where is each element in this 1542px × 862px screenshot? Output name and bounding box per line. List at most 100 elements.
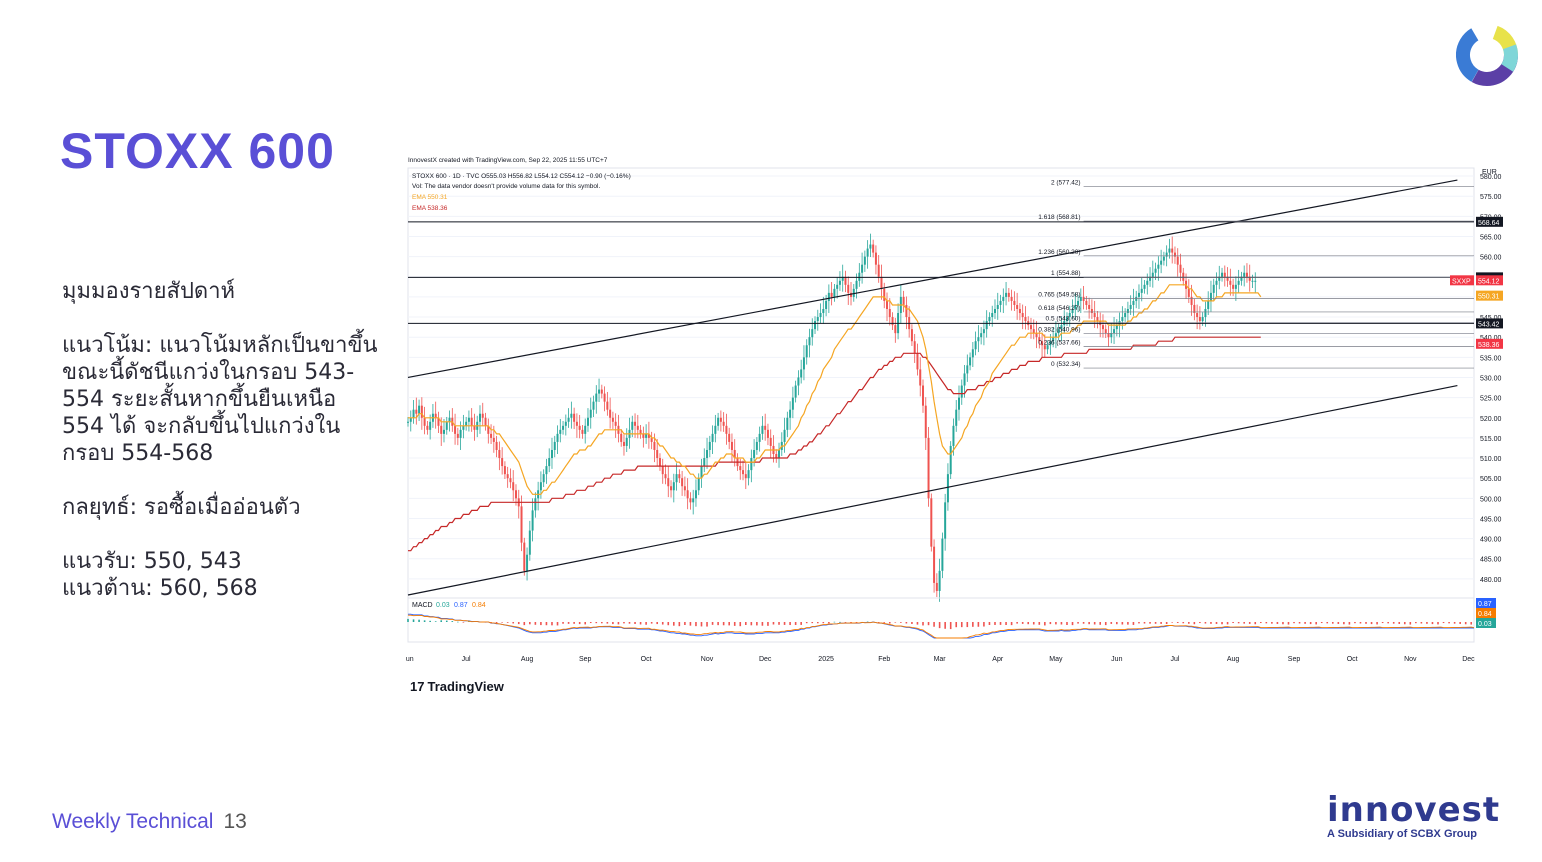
- macd-histogram-bar: [1099, 622, 1102, 625]
- macd-histogram-bar: [1243, 622, 1245, 624]
- candle-body: [639, 429, 642, 434]
- candle-body: [1187, 288, 1190, 297]
- candle-body: [1151, 272, 1154, 277]
- macd-histogram-bar: [844, 622, 847, 623]
- macd-histogram-bar: [1287, 622, 1290, 625]
- macd-histogram-bar: [1232, 622, 1234, 624]
- candle-body: [1124, 313, 1127, 318]
- candle-body: [683, 486, 686, 491]
- macd-histogram-bar: [661, 622, 664, 625]
- macd-histogram-bar: [789, 622, 791, 626]
- candle-body: [1029, 325, 1032, 330]
- candle-body: [1021, 313, 1024, 318]
- candle-body: [429, 421, 432, 430]
- macd-histogram-bar: [728, 622, 730, 626]
- macd-histogram-bar: [1021, 622, 1024, 624]
- candle-body: [739, 466, 742, 471]
- candle-body: [883, 288, 886, 301]
- macd-histogram-bar: [578, 622, 581, 625]
- candle-body: [1041, 341, 1044, 346]
- candle-body: [852, 288, 855, 297]
- macd-histogram-bar: [1331, 622, 1334, 624]
- candle-body: [1149, 276, 1152, 281]
- macd-histogram-bar: [1110, 622, 1113, 624]
- candle-body: [872, 244, 875, 253]
- macd-histogram-bar: [623, 622, 625, 624]
- y-tick-label: 580.00: [1480, 174, 1502, 181]
- macd-histogram-bar: [1044, 622, 1046, 626]
- candle-body: [528, 530, 531, 555]
- candle-body: [913, 341, 916, 354]
- candle-body: [697, 478, 700, 491]
- macd-histogram-bar: [540, 622, 542, 626]
- resistance-text: แนวต้าน: 560, 568: [62, 576, 258, 601]
- macd-histogram-bar: [922, 622, 924, 626]
- fib-level-label: 1.236 (560.20): [1038, 249, 1080, 256]
- candle-body: [805, 345, 808, 358]
- brand-name: innovest: [1327, 790, 1501, 830]
- candle-body: [1121, 317, 1124, 322]
- candle-body: [1201, 317, 1204, 322]
- candle-body: [1179, 264, 1182, 273]
- candle-body: [1002, 296, 1005, 301]
- candle-body: [567, 417, 570, 422]
- candle-body: [949, 445, 952, 475]
- macd-histogram-bar: [706, 622, 708, 627]
- candle-body: [797, 377, 800, 386]
- candle-body: [498, 449, 501, 459]
- macd-histogram-bar: [1055, 622, 1057, 625]
- candle-body: [733, 449, 736, 459]
- candle-body: [462, 425, 465, 430]
- macd-histogram-bar: [551, 622, 553, 626]
- macd-histogram-bar: [534, 622, 537, 625]
- x-tick-label: Feb: [878, 656, 890, 663]
- x-tick-label: Jun: [1111, 656, 1122, 663]
- macd-histogram-bar: [855, 622, 858, 623]
- candle-body: [645, 433, 648, 438]
- candle-body: [1140, 288, 1143, 293]
- candle-body: [598, 389, 601, 394]
- macd-histogram-bar: [1154, 622, 1157, 624]
- footer: Weekly Technical 13: [52, 810, 247, 834]
- ema-fast-label: EMA 550.31: [412, 194, 448, 201]
- macd-histogram-bar: [1138, 622, 1140, 624]
- macd-histogram-bar: [717, 622, 719, 626]
- candle-body: [1204, 308, 1207, 318]
- fib-level-label: 2 (577.42): [1051, 179, 1081, 186]
- macd-histogram-bar: [1038, 622, 1041, 625]
- macd-histogram-bar: [617, 622, 620, 625]
- macd-histogram-bar: [800, 622, 802, 625]
- price-tag-label: 554.12: [1478, 278, 1500, 285]
- macd-histogram-bar: [927, 622, 930, 626]
- macd-histogram-bar: [1254, 622, 1257, 625]
- candle-body: [584, 425, 587, 434]
- price-tag-bg: [1476, 338, 1503, 349]
- macd-histogram-bar: [656, 622, 658, 625]
- candle-body: [933, 546, 936, 583]
- volume-note: Vol: The data vendor doesn't provide vol…: [412, 183, 600, 190]
- candle-body: [1101, 325, 1104, 330]
- candle-body: [1229, 280, 1232, 285]
- candle-body: [935, 582, 938, 591]
- x-tick-label: Aug: [1227, 656, 1240, 663]
- candle-body: [1223, 272, 1226, 277]
- outlook-heading: มุมมองรายสัปดาห์: [62, 279, 236, 304]
- candle-body: [559, 429, 562, 434]
- candle-body: [971, 349, 974, 358]
- candle-body: [531, 510, 534, 531]
- candle-body: [946, 474, 949, 503]
- candle-body: [766, 429, 769, 438]
- macd-histogram-bar: [529, 622, 531, 625]
- macd-histogram-bar: [1409, 622, 1412, 625]
- candle-body: [855, 280, 858, 289]
- candle-body: [858, 272, 861, 281]
- candle-body: [1146, 280, 1149, 285]
- macd-histogram-bar: [883, 622, 886, 623]
- candle-body: [539, 482, 542, 491]
- candle-body: [827, 292, 830, 301]
- candle-body: [1093, 313, 1096, 318]
- candle-body: [1162, 256, 1165, 261]
- candle-body: [611, 417, 614, 422]
- fib-level-label: 0.382 (540.96): [1038, 326, 1080, 333]
- x-tick-label: Mar: [934, 656, 947, 663]
